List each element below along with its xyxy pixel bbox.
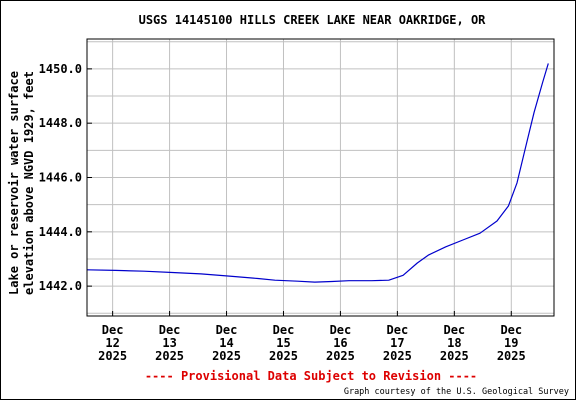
x-tick-day: 16 <box>333 336 347 350</box>
x-tick-month: Dec <box>273 323 295 337</box>
series-layer <box>86 63 549 283</box>
y-tick-label: 1450.0 <box>39 62 82 76</box>
x-tick-year: 2025 <box>155 349 184 363</box>
y-tick-labels: 1442.0 1444.0 1446.0 1448.0 1450.0 <box>39 62 92 293</box>
x-tick-year: 2025 <box>383 349 412 363</box>
x-tick-month: Dec <box>102 323 124 337</box>
y-tick-label: 1444.0 <box>39 225 82 239</box>
series-line <box>86 63 549 283</box>
chart-title: USGS 14145100 HILLS CREEK LAKE NEAR OAKR… <box>139 13 487 27</box>
x-tick-month: Dec <box>330 323 352 337</box>
y-tick-label: 1442.0 <box>39 279 82 293</box>
x-tick-month: Dec <box>500 323 522 337</box>
y-tick-label: 1448.0 <box>39 116 82 130</box>
x-tick-day: 18 <box>447 336 461 350</box>
y-axis-label-line-2: elevation above NGVD 1929, feet <box>22 71 36 295</box>
usgs-courtesy: Graph courtesy of the U.S. Geological Su… <box>344 387 569 397</box>
x-tick-labels: Dec122025Dec132025Dec142025Dec152025Dec1… <box>98 311 526 363</box>
x-tick-day: 17 <box>390 336 404 350</box>
x-tick-year: 2025 <box>326 349 355 363</box>
x-tick-day: 15 <box>276 336 290 350</box>
x-tick-day: 12 <box>105 336 119 350</box>
x-tick-year: 2025 <box>497 349 526 363</box>
x-tick-year: 2025 <box>98 349 127 363</box>
provisional-notice: ---- Provisional Data Subject to Revisio… <box>145 369 477 383</box>
x-tick-day: 19 <box>504 336 518 350</box>
x-tick-day: 13 <box>162 336 176 350</box>
y-tick-label: 1446.0 <box>39 171 82 185</box>
x-tick-month: Dec <box>443 323 465 337</box>
x-tick-year: 2025 <box>440 349 469 363</box>
x-tick-month: Dec <box>387 323 409 337</box>
x-tick-year: 2025 <box>212 349 241 363</box>
grid-lines <box>87 39 554 316</box>
x-tick-month: Dec <box>216 323 238 337</box>
x-tick-month: Dec <box>159 323 181 337</box>
y-axis-label-line-1: Lake or reservoir water surface <box>7 71 21 295</box>
x-tick-day: 14 <box>219 336 233 350</box>
x-tick-year: 2025 <box>269 349 298 363</box>
